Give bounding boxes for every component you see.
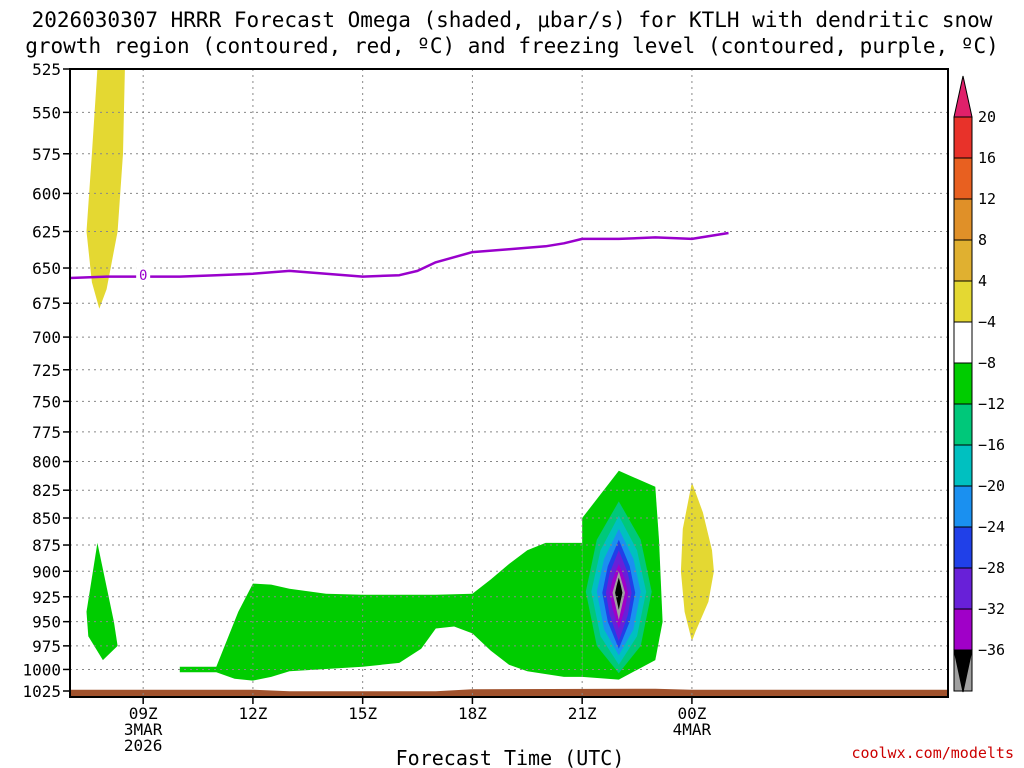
y-tick-label: 975 — [32, 637, 61, 656]
colorbar-label: −4 — [978, 313, 996, 331]
colorbar-bin — [953, 403, 973, 446]
colorbar-label: −16 — [978, 436, 1005, 454]
colorbar-label: −28 — [978, 559, 1005, 577]
y-tick-label: 775 — [32, 423, 61, 442]
y-tick-label: 950 — [32, 613, 61, 632]
colorbar-label: −12 — [978, 395, 1005, 413]
y-tick-label: 600 — [32, 184, 61, 203]
colorbar-label: −8 — [978, 354, 996, 372]
colorbar-bin — [953, 485, 973, 528]
y-tick-label: 825 — [32, 481, 61, 500]
colorbar-bin — [953, 198, 973, 241]
freezing-level-label-bg — [136, 267, 151, 284]
colorbar-bin — [953, 444, 973, 487]
omega-region-negative-omega-main — [179, 542, 583, 681]
y-tick-label: 850 — [32, 509, 61, 528]
freezing-level-line — [69, 231, 729, 280]
y-tick-label: 625 — [32, 222, 61, 241]
y-axis: 525 550 575 600 625 650 675 700 725 750 775 800 825 8… — [22, 60, 70, 701]
y-tick-label: 550 — [32, 103, 61, 122]
plot-frame — [69, 68, 949, 698]
colorbar-label: −36 — [978, 641, 1005, 659]
colorbar-bin — [953, 526, 973, 569]
omega-region-negative-omega-core-36 — [615, 577, 623, 610]
colorbar-bin — [953, 362, 973, 405]
omega-region-negative-omega-left-low — [86, 542, 118, 661]
colorbar-label: 20 — [978, 108, 996, 126]
colorbar-label: −24 — [978, 518, 1005, 536]
colorbar-label: 16 — [978, 149, 996, 167]
y-tick-label: 925 — [32, 588, 61, 607]
chart-title-line1: 2026030307 HRRR Forecast Omega (shaded, … — [32, 8, 993, 32]
x-tick-year: 2026 — [124, 736, 163, 755]
freezing-level-contour: 0 — [69, 231, 729, 284]
x-tick-label: 12Z — [238, 704, 267, 723]
y-tick-label: 525 — [32, 60, 61, 79]
y-tick-label: 725 — [32, 361, 61, 380]
colorbar-label: 4 — [978, 272, 987, 290]
colorbar-bin — [953, 116, 973, 159]
colorbar-label: −20 — [978, 477, 1005, 495]
omega-region-positive-omega-right — [680, 482, 714, 642]
x-tick-label: 09Z — [129, 704, 158, 723]
colorbar-bin — [953, 567, 973, 610]
terrain-band — [70, 688, 948, 697]
x-tick-label: 21Z — [568, 704, 597, 723]
y-tick-label: 675 — [32, 294, 61, 313]
y-tick-label: 575 — [32, 145, 61, 164]
x-axis-title: Forecast Time (UTC) — [396, 746, 625, 768]
y-tick-label: 1000 — [22, 660, 61, 679]
colorbar-label: −32 — [978, 600, 1005, 618]
x-tick-date: 4MAR — [673, 720, 712, 739]
x-tick-label: 18Z — [458, 704, 487, 723]
terrain-fill — [70, 688, 948, 697]
gridlines — [70, 69, 948, 697]
y-tick-label: 800 — [32, 453, 61, 472]
omega-region-positive-omega-upper — [86, 69, 125, 309]
colorbar-bin — [953, 608, 973, 651]
y-tick-label: 900 — [32, 562, 61, 581]
y-tick-label: 1025 — [22, 682, 61, 701]
colorbar-bin — [953, 649, 973, 693]
freezing-level-label: 0 — [139, 268, 147, 284]
x-tick-date: 3MAR — [124, 720, 163, 739]
credit-text[interactable]: coolwx.com/modelts — [851, 744, 1014, 762]
omega-shading — [86, 69, 714, 681]
colorbar-bin — [953, 75, 973, 118]
colorbar-bin — [953, 239, 973, 282]
y-tick-label: 700 — [32, 328, 61, 347]
colorbar-bin — [953, 280, 973, 323]
chart-title-line2: growth region (contoured, red, ºC) and f… — [25, 34, 999, 58]
colorbar-bin — [953, 321, 973, 364]
colorbar-bin — [953, 157, 973, 200]
y-tick-label: 750 — [32, 392, 61, 411]
y-tick-label: 650 — [32, 259, 61, 278]
x-tick-label: 00Z — [677, 704, 706, 723]
x-tick-label: 15Z — [348, 704, 377, 723]
y-tick-label: 875 — [32, 536, 61, 555]
colorbar-label: 12 — [978, 190, 996, 208]
colorbar: 20 16 12 8 4 −4 −8 −12 −16 −20 −24 −28 −32 −36 — [953, 75, 1005, 693]
colorbar-label: 8 — [978, 231, 987, 249]
